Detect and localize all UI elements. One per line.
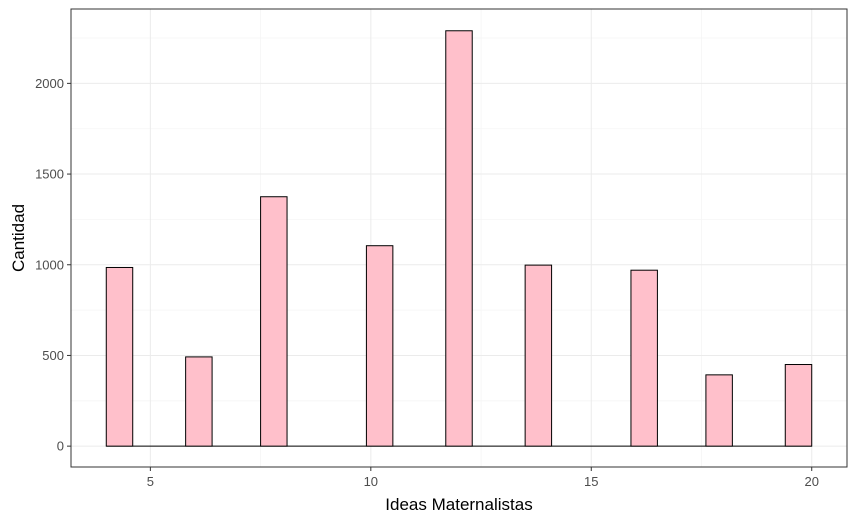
y-axis-ticks: 0 500 1000 1500 2000 xyxy=(35,76,71,454)
bars xyxy=(105,30,813,447)
y-tick-label: 2000 xyxy=(35,76,64,91)
y-axis-title: Cantidad xyxy=(9,204,28,272)
x-axis-ticks: 5 10 15 20 xyxy=(147,467,819,489)
bar xyxy=(630,269,658,447)
x-tick-label: 15 xyxy=(584,474,598,489)
y-tick-label: 500 xyxy=(42,348,64,363)
x-axis-title: Ideas Maternalistas xyxy=(385,495,532,514)
x-tick-label: 10 xyxy=(364,474,378,489)
bar xyxy=(445,30,473,447)
y-tick-label: 1500 xyxy=(35,167,64,182)
bar xyxy=(185,356,213,447)
bar xyxy=(260,196,288,447)
bar xyxy=(365,245,394,447)
y-tick-label: 1000 xyxy=(35,257,64,272)
panel-border xyxy=(70,8,848,468)
bar xyxy=(524,264,553,447)
bar xyxy=(705,374,733,447)
bar xyxy=(105,266,134,447)
bar xyxy=(784,364,813,447)
y-tick-label: 0 xyxy=(57,439,64,454)
x-tick-label: 20 xyxy=(804,474,818,489)
x-tick-label: 5 xyxy=(147,474,154,489)
